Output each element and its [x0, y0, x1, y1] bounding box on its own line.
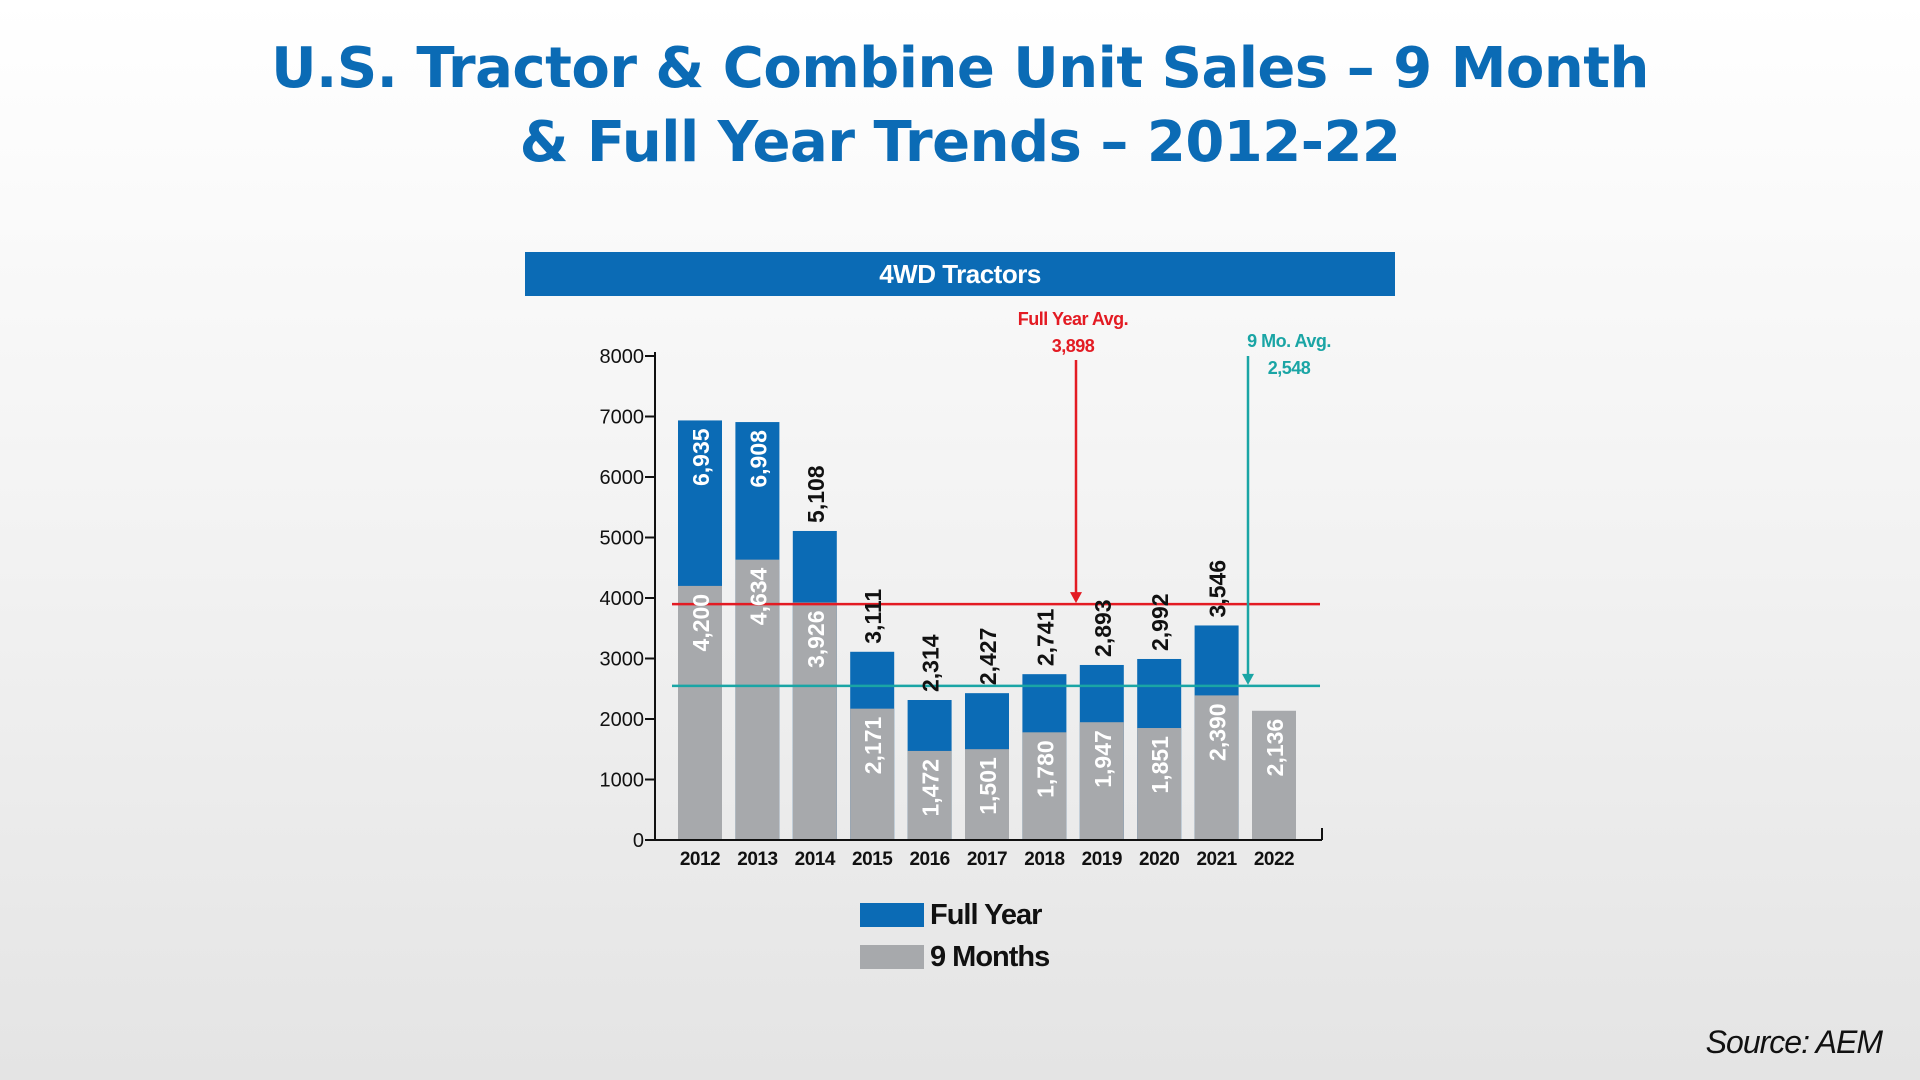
x-tick-label-2013: 2013	[737, 849, 777, 870]
y-tick-label-1000: 1000	[600, 770, 645, 792]
chart-title: U.S. Tractor & Combine Unit Sales – 9 Mo…	[0, 32, 1920, 180]
legend-label-full-year: Full Year	[930, 898, 1042, 931]
x-tick-label-2017: 2017	[967, 849, 1007, 870]
y-tick-label-3000: 3000	[600, 649, 645, 671]
label-full-year-2021: 3,546	[1205, 560, 1231, 618]
label-full-year-2017: 2,427	[975, 628, 1001, 686]
source-note: Source: AEM	[1705, 1024, 1883, 1060]
annotation-9-mo-avg-arrow-head	[1242, 673, 1254, 685]
annotation-full-year-avg-value: 3,898	[1052, 336, 1095, 356]
label-9-months-2012: 4,200	[688, 594, 714, 652]
label-9-months-2015: 2,171	[860, 716, 886, 774]
label-9-months-2016: 1,472	[918, 759, 944, 817]
bar-9-months-2012	[678, 585, 722, 840]
y-tick-label-5000: 5000	[600, 528, 645, 550]
x-tick-label-2018: 2018	[1024, 849, 1064, 870]
legend-item-full-year: Full Year	[860, 894, 1049, 936]
label-full-year-2016: 2,314	[918, 634, 944, 692]
label-full-year-2015: 3,111	[860, 589, 886, 644]
bar-9-months-2013	[735, 559, 780, 840]
label-full-year-2013: 6,908	[745, 430, 771, 488]
label-9-months-2014: 3,926	[803, 610, 829, 668]
label-9-months-2013: 4,634	[745, 567, 771, 625]
annotation-9-mo-avg-value: 2,548	[1268, 358, 1311, 378]
chart-subtitle-banner: 4WD Tractors	[525, 252, 1395, 296]
label-9-months-2021: 2,390	[1205, 703, 1231, 761]
x-tick-label-2022: 2022	[1254, 849, 1294, 870]
legend-label-9-months: 9 Months	[930, 940, 1050, 973]
bar-9-months-2015	[850, 708, 895, 840]
label-9-months-2018: 1,780	[1032, 740, 1058, 798]
label-full-year-2014: 5,108	[803, 465, 829, 523]
label-full-year-2019: 2,893	[1090, 599, 1116, 657]
label-9-months-2022: 2,136	[1262, 719, 1288, 777]
label-full-year-2018: 2,741	[1032, 608, 1058, 666]
x-tick-label-2019: 2019	[1082, 849, 1122, 870]
bar-9-months-2022	[1252, 710, 1296, 840]
y-tick-label-2000: 2000	[600, 709, 645, 731]
chart-title-line-1: U.S. Tractor & Combine Unit Sales – 9 Mo…	[271, 36, 1649, 101]
x-tick-label-2020: 2020	[1139, 849, 1179, 870]
annotation-9-mo-avg-label: 9 Mo. Avg.	[1247, 331, 1331, 351]
bar-9-months-2017	[965, 749, 1009, 840]
label-9-months-2020: 1,851	[1147, 736, 1173, 794]
bar-9-months-2016	[907, 750, 952, 840]
legend-swatch-full-year	[860, 903, 924, 927]
x-tick-label-2012: 2012	[680, 849, 720, 870]
x-tick-label-2016: 2016	[909, 849, 949, 870]
chart-title-line-2: & Full Year Trends – 2012-22	[519, 110, 1401, 175]
bar-9-months-2019	[1079, 722, 1124, 840]
legend-swatch-9-months	[860, 945, 924, 969]
y-tick-label-4000: 4000	[600, 588, 645, 610]
bar-9-months-2018	[1022, 732, 1067, 840]
legend-item-9-months: 9 Months	[860, 936, 1050, 978]
annotation-full-year-avg-label: Full Year Avg.	[1018, 309, 1128, 329]
label-full-year-2020: 2,992	[1147, 593, 1173, 651]
y-tick-label-8000: 8000	[600, 346, 645, 368]
legend: Full Year 9 Months	[860, 894, 1050, 978]
x-tick-label-2015: 2015	[852, 849, 893, 870]
x-tick-label-2021: 2021	[1196, 849, 1237, 870]
bar-9-months-2021	[1194, 695, 1239, 840]
bar-9-months-2014	[792, 602, 837, 840]
x-tick-label-2014: 2014	[795, 849, 836, 870]
y-tick-label-0: 0	[633, 830, 644, 852]
y-tick-label-6000: 6000	[600, 467, 645, 489]
annotation-full-year-avg-arrow-head	[1070, 592, 1082, 604]
label-full-year-2012: 6,935	[688, 428, 714, 486]
bar-9-months-2020	[1137, 728, 1182, 840]
y-tick-label-7000: 7000	[600, 407, 645, 429]
label-9-months-2019: 1,947	[1090, 730, 1116, 788]
label-9-months-2017: 1,501	[975, 757, 1001, 815]
